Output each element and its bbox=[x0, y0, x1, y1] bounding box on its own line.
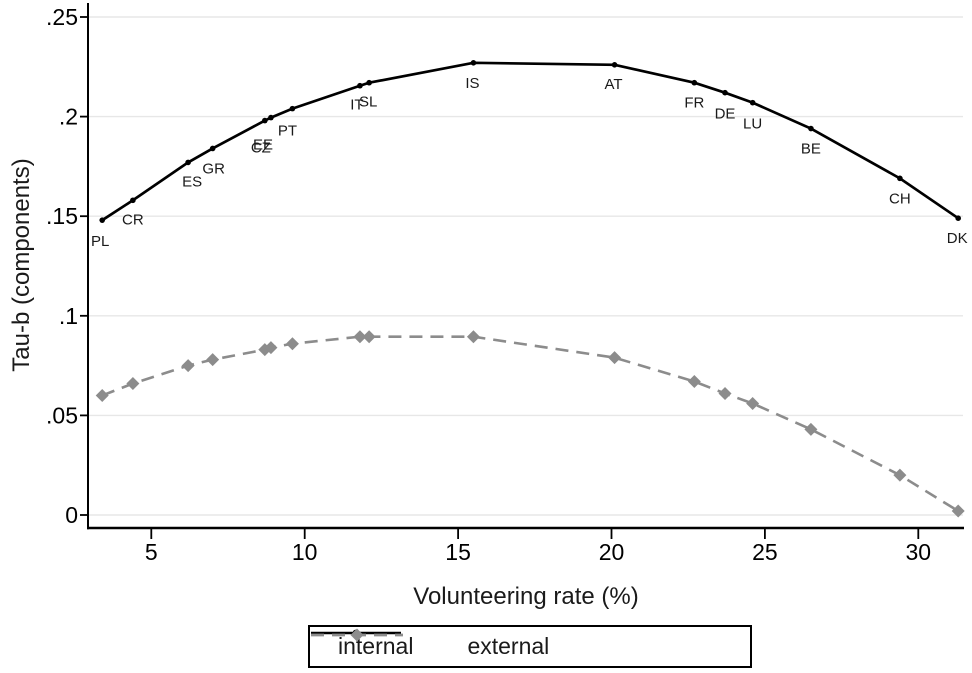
country-label-CR: CR bbox=[122, 211, 144, 228]
external-marker-PT bbox=[285, 337, 299, 351]
country-label-IS: IS bbox=[465, 75, 479, 92]
country-label-EE: EE bbox=[253, 137, 273, 154]
internal-marker-CR bbox=[130, 197, 136, 204]
internal-marker-CH bbox=[897, 175, 903, 182]
external-marker-SL bbox=[362, 330, 376, 344]
internal-marker-IT bbox=[357, 82, 363, 89]
external-marker-LU bbox=[746, 396, 760, 410]
y-tick-label: .25 bbox=[46, 4, 78, 30]
x-tick-label: 20 bbox=[599, 539, 625, 565]
country-label-FR: FR bbox=[684, 95, 704, 112]
internal-marker-FR bbox=[691, 79, 698, 86]
internal-marker-SL bbox=[366, 79, 372, 86]
y-axis-title: Tau-b (components) bbox=[8, 158, 35, 372]
internal-marker-IS bbox=[470, 60, 477, 66]
external-marker-FR bbox=[687, 375, 701, 389]
country-label-LU: LU bbox=[743, 116, 762, 133]
external-marker-AT bbox=[608, 351, 622, 365]
external-marker-IT bbox=[353, 330, 367, 344]
internal-marker-CZ bbox=[262, 117, 268, 124]
y-tick-label: .1 bbox=[59, 303, 78, 329]
country-label-AT: AT bbox=[605, 76, 623, 93]
x-tick-label: 30 bbox=[906, 539, 932, 565]
x-tick-label: 5 bbox=[145, 539, 158, 565]
country-label-BE: BE bbox=[801, 141, 821, 158]
country-label-CH: CH bbox=[889, 190, 911, 207]
external-marker-IS bbox=[466, 330, 480, 344]
y-tick-label: .15 bbox=[46, 203, 78, 229]
y-tick-label: 0 bbox=[65, 502, 78, 528]
country-label-ES: ES bbox=[182, 173, 202, 190]
internal-marker-LU bbox=[749, 99, 756, 106]
internal-marker-ES bbox=[185, 159, 191, 166]
legend-label-external: external bbox=[467, 633, 550, 659]
x-tick-label: 15 bbox=[445, 539, 471, 565]
y-tick-label: .2 bbox=[59, 104, 78, 130]
country-label-CZ: CZ bbox=[251, 140, 271, 157]
internal-series-line bbox=[101, 61, 959, 222]
external-marker-CH bbox=[893, 468, 907, 482]
external-marker-PL bbox=[95, 388, 109, 402]
external-marker-ES bbox=[181, 359, 195, 373]
legend: internal external bbox=[308, 625, 752, 668]
external-marker-DE bbox=[718, 386, 732, 400]
internal-marker-DK bbox=[955, 215, 961, 221]
country-label-PL: PL bbox=[91, 233, 109, 250]
internal-marker-EE bbox=[268, 114, 274, 121]
country-label-PT: PT bbox=[278, 123, 297, 140]
country-label-IT: IT bbox=[350, 97, 363, 114]
y-tick-label: .05 bbox=[46, 402, 78, 428]
external-marker-BE bbox=[804, 422, 818, 436]
legend-label-internal: internal bbox=[338, 633, 414, 659]
x-axis-title: Volunteering rate (%) bbox=[413, 583, 639, 610]
country-label-DK: DK bbox=[947, 230, 968, 247]
country-label-GR: GR bbox=[202, 160, 225, 177]
x-tick-label: 10 bbox=[292, 539, 318, 565]
external-marker-GR bbox=[206, 353, 220, 367]
external-marker-DK bbox=[951, 504, 965, 518]
internal-marker-PT bbox=[289, 105, 296, 112]
external-marker-CR bbox=[126, 377, 140, 391]
external-marker-EE bbox=[264, 341, 278, 355]
internal-marker-BE bbox=[808, 125, 814, 132]
internal-marker-DE bbox=[722, 89, 728, 96]
country-label-SL: SL bbox=[359, 94, 377, 111]
internal-marker-PL bbox=[99, 217, 106, 223]
x-tick-label: 25 bbox=[752, 539, 778, 565]
internal-marker-GR bbox=[209, 145, 216, 152]
country-label-DE: DE bbox=[715, 106, 736, 123]
internal-marker-AT bbox=[611, 62, 618, 68]
external-series-line bbox=[101, 335, 959, 513]
